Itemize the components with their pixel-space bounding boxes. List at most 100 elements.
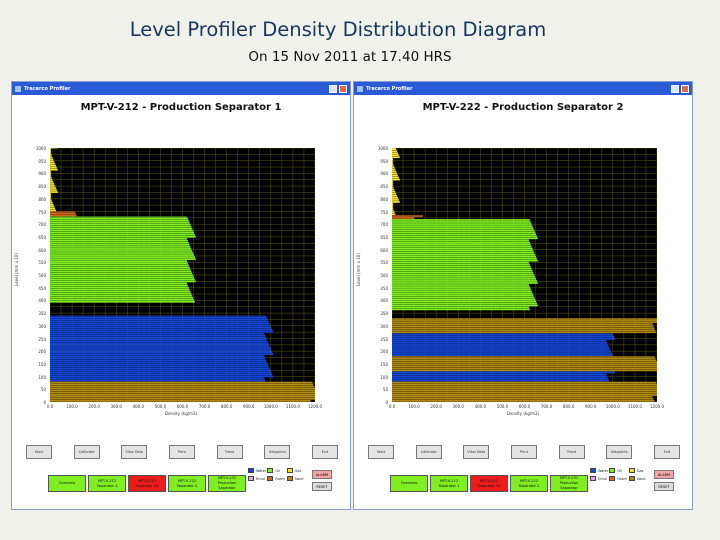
start-button[interactable]: Start [26,445,52,459]
x-tick-label: 700.0 [198,404,211,409]
view-data-button[interactable]: View Data [463,445,490,459]
density-plot-svg [392,148,657,402]
density-bar-oil [392,304,538,307]
vessel-status-title: Overview [400,481,418,485]
density-bar-sand [392,359,657,362]
setpoints-button[interactable]: Setpoints [606,445,633,459]
trend-button[interactable]: Trend [558,445,585,459]
close-button[interactable] [339,84,347,93]
density-bar-gas [50,189,57,191]
density-bar-oil [392,231,536,234]
legend-label: Foam [275,476,285,481]
vessel-status-button[interactable]: MPT-V-212 Separator 1 [88,475,126,492]
calibrate-button[interactable]: Calibrate [415,445,442,459]
density-bar-sand [392,357,656,360]
y-axis-label: Level (mm x 10) [13,253,19,286]
print-button[interactable]: Print [510,445,537,459]
x-tick-label: 1100.0 [285,404,300,409]
legend-item: Water [590,468,609,473]
trend-button[interactable]: Trend [216,445,243,459]
start-button[interactable]: Start [368,445,394,459]
density-bar-oil [50,223,191,226]
vessel-status-button[interactable]: MPT-V-212 Separator 1 [430,475,468,492]
density-bar-oil [50,268,191,271]
density-bar-gas [392,166,395,169]
density-bar-oil [50,233,195,236]
alarm-indicator[interactable]: ALARM [312,470,332,479]
density-bar-water [50,353,274,355]
density-bar-sand [392,356,655,357]
vessel-status-subtitle: Separator 2 [176,483,198,488]
exit-button[interactable]: Exit [653,445,680,459]
density-bar-water [392,352,612,354]
legend-item: Gas [628,468,648,473]
density-bar-oil [50,221,190,224]
vessel-status-button[interactable]: MPT-V-231 Production Separator [550,475,588,492]
density-bar-sand [392,363,657,366]
y-tick-label: 500 [38,273,46,278]
density-bar-oil [392,284,529,286]
y-tick-label: 800 [38,196,46,202]
vessel-status-title: MPT-V-213 [479,478,499,483]
calibrate-button[interactable]: Calibrate [73,445,100,459]
density-bar-oil [50,292,192,295]
help-button[interactable] [671,84,679,93]
chart-title: MPT-V-212 - Production Separator 1 [80,102,282,113]
x-tick-label: 800.0 [562,404,575,409]
vessel-status-button[interactable]: MPT-V-213 Separator 1A [470,475,508,492]
density-bar-water [50,379,266,382]
density-bar-oil [392,298,536,301]
vessel-status-button[interactable]: Overview [48,475,86,492]
y-tick-label: 650 [380,234,388,240]
vessel-status-button[interactable]: MPT-V-222 Separator 2 [168,475,206,492]
y-tick-label: 50 [40,387,46,393]
view-data-button[interactable]: View Data [121,445,148,459]
density-bar-oil [50,252,194,254]
density-bar-oil [50,270,192,273]
y-tick-label: 0 [43,400,46,405]
density-bar-oil [50,260,187,262]
density-bar-oil [392,233,536,236]
density-bar-water [50,357,266,360]
alarm-indicator[interactable]: ALARM [654,470,674,479]
vessel-status-button[interactable]: Overview [390,475,428,492]
x-tick-label: 900.0 [585,404,597,409]
setpoints-button[interactable]: Setpoints [264,445,291,459]
exit-button[interactable]: Exit [311,445,338,459]
reset-button[interactable]: RESET [312,482,332,491]
legend-item: Gas [286,468,306,473]
vessel-status-button[interactable]: MPT-V-213 Separator 1A [128,475,166,492]
density-bar-gas [392,194,398,197]
slide-title: Level Profiler Density Distribution Diag… [129,18,547,41]
density-bar-oil [392,294,534,297]
reset-button[interactable]: RESET [654,482,674,491]
density-bar-oil [50,276,194,279]
vessel-status-button[interactable]: MPT-V-222 Separator 2 [510,475,548,492]
density-bar-water [50,365,269,368]
density-bar-gas [50,162,56,165]
y-tick-label: 50 [382,387,388,393]
y-tick-label: 1000 [377,146,388,151]
x-tick-label: 0.0 [388,404,396,409]
density-bar-water [392,375,608,378]
x-tick-label: 200.0 [430,404,442,409]
help-button[interactable] [329,84,337,93]
density-bar-water [50,320,269,323]
x-tick-label: 500.0 [154,404,167,409]
density-bar-gas [392,172,398,175]
vessel-status-button[interactable]: MPT-V-231 Production Separator [208,475,246,492]
density-bar-water [50,322,270,325]
vessel-status-subtitle: Production Separator [217,481,237,490]
print-button[interactable]: Print [168,445,195,459]
density-bar-sand [392,367,657,370]
window-titlebar: Tracerco Profiler [12,82,350,95]
density-bar-gas [392,176,399,179]
vessel-status-title: MPT-V-213 [137,478,157,483]
density-bar-oil [50,284,188,287]
y-tick-label: 450 [380,285,388,291]
close-button[interactable] [681,84,689,93]
density-plot [50,148,315,402]
density-bar-gas [50,176,52,179]
legend-label: Oil [275,468,281,473]
density-bar-oil [50,280,196,283]
